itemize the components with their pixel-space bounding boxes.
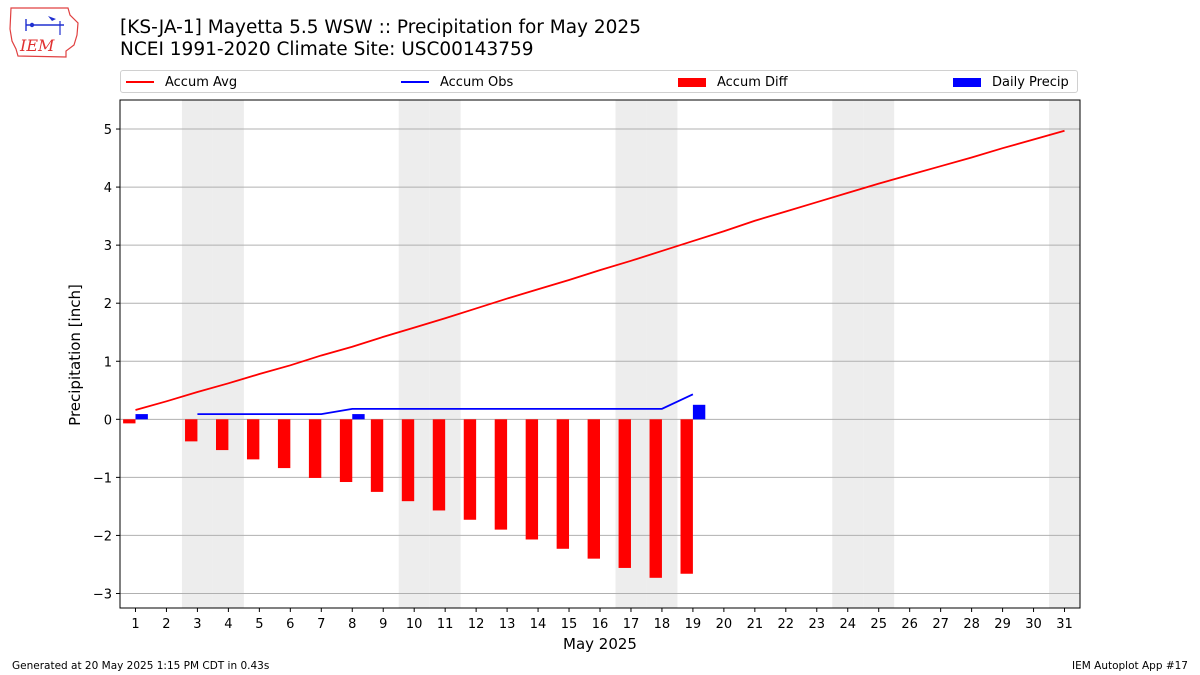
- x-tick-label: 3: [193, 617, 201, 632]
- legend-swatch-accum-diff: [678, 77, 706, 87]
- x-tick-label: 29: [994, 617, 1011, 632]
- legend-swatch-accum-avg: [126, 81, 154, 83]
- weekend-shading: [181, 100, 1080, 608]
- x-tick-label: 31: [1056, 617, 1073, 632]
- accum-diff-bar: [246, 419, 260, 460]
- accum-diff-bar: [123, 419, 136, 424]
- y-tick-label: 4: [104, 181, 112, 196]
- accum-diff-bar: [216, 419, 229, 451]
- bar-marks: [123, 404, 706, 578]
- weekend-band: [863, 100, 895, 608]
- x-tick-label: 6: [286, 617, 294, 632]
- y-tick-label: −2: [93, 529, 112, 544]
- legend-label-accum-avg: Accum Avg: [165, 74, 238, 90]
- x-tick-label: 8: [348, 617, 356, 632]
- x-axis-label: May 2025: [563, 635, 637, 653]
- x-tick-label: 28: [963, 617, 980, 632]
- x-tick-label: 14: [530, 617, 547, 632]
- accum-diff-bar: [463, 419, 477, 520]
- y-tick-label: −3: [93, 587, 112, 602]
- x-tick-label: 13: [499, 617, 516, 632]
- accum-obs-line: [197, 393, 694, 415]
- legend-item-accum-obs: Accum Obs: [401, 74, 513, 90]
- x-tick-label: 24: [839, 617, 856, 632]
- x-tick-label: 25: [870, 617, 887, 632]
- x-tick-label: 12: [468, 617, 485, 632]
- accum-diff-bar: [370, 419, 384, 492]
- chart-title: [KS-JA-1] Mayetta 5.5 WSW :: Precipitati…: [120, 17, 641, 38]
- chart-subtitle: NCEI 1991-2020 Climate Site: USC00143759: [120, 39, 534, 60]
- accum-diff-bar: [432, 419, 446, 511]
- x-tick-label: 30: [1025, 617, 1042, 632]
- x-tick-label: 2: [162, 617, 170, 632]
- footer-generated-text: Generated at 20 May 2025 1:15 PM CDT in …: [12, 660, 270, 672]
- legend-item-daily-precip: Daily Precip: [953, 74, 1069, 90]
- weekend-band: [212, 100, 244, 608]
- legend-swatch-daily-precip: [953, 77, 981, 87]
- tick-marks: 1 2 3 4 5 6 7 8 9 10 11 12 13 14 15 16 17 18 19 20 21 22 23 24 2…: [93, 123, 1073, 632]
- x-tick-label: 10: [406, 617, 423, 632]
- daily-precip-bar: [135, 414, 148, 420]
- y-tick-label: 0: [104, 413, 112, 428]
- x-tick-label: 19: [685, 617, 702, 632]
- accum-diff-bar: [339, 419, 353, 483]
- x-tick-label: 16: [592, 617, 609, 632]
- x-tick-label: 4: [224, 617, 232, 632]
- legend-item-accum-avg: Accum Avg: [126, 74, 237, 90]
- weekend-band: [832, 100, 864, 608]
- accum-diff-bar: [556, 419, 570, 549]
- accum-diff-bar: [680, 419, 693, 574]
- accum-diff-bar: [308, 419, 322, 478]
- accum-diff-bar: [277, 419, 291, 469]
- legend-label-accum-diff: Accum Diff: [717, 74, 788, 90]
- x-tick-label: 22: [778, 617, 795, 632]
- x-tick-label: 17: [623, 617, 640, 632]
- accum-diff-bar: [185, 419, 198, 442]
- weekend-band: [1049, 100, 1080, 608]
- weekend-band: [398, 100, 430, 608]
- x-tick-label: 5: [255, 617, 263, 632]
- y-tick-label: 3: [104, 239, 112, 254]
- x-tick-label: 15: [561, 617, 578, 632]
- legend-label-accum-obs: Accum Obs: [440, 74, 514, 90]
- accum-diff-bar: [649, 419, 662, 578]
- accum-diff-bar: [587, 419, 600, 559]
- weekend-band: [181, 100, 213, 608]
- footer-app-label: IEM Autoplot App #17: [1072, 660, 1188, 672]
- x-tick-label: 20: [716, 617, 733, 632]
- x-tick-label: 18: [654, 617, 671, 632]
- x-tick-label: 9: [379, 617, 387, 632]
- x-tick-label: 23: [809, 617, 826, 632]
- x-tick-label: 21: [747, 617, 764, 632]
- line-marks: [135, 129, 1065, 415]
- y-tick-label: −1: [93, 471, 112, 486]
- legend-label-daily-precip: Daily Precip: [992, 74, 1069, 90]
- legend-item-accum-diff: Accum Diff: [678, 74, 788, 90]
- accum-diff-bar: [401, 419, 415, 502]
- logo-text: IEM: [19, 36, 55, 55]
- x-tick-label: 27: [932, 617, 949, 632]
- iem-logo: IEM: [9, 7, 79, 58]
- daily-precip-bar: [692, 404, 706, 420]
- accum-diff-bar: [525, 419, 539, 540]
- x-tick-label: 7: [317, 617, 325, 632]
- chart-legend: Accum Avg Accum Obs Accum Diff Daily Pre…: [120, 70, 1078, 93]
- accum-avg-line: [135, 129, 1065, 411]
- y-tick-label: 5: [104, 123, 112, 138]
- weekend-band: [429, 100, 461, 608]
- legend-swatch-accum-obs: [401, 81, 429, 83]
- x-tick-label: 1: [131, 617, 139, 632]
- accum-diff-bar: [618, 419, 631, 568]
- y-tick-label: 2: [104, 297, 112, 312]
- daily-precip-bar: [352, 414, 365, 420]
- x-tick-label: 26: [901, 617, 918, 632]
- accum-diff-bar: [494, 419, 508, 530]
- y-axis-label: Precipitation [inch]: [66, 284, 84, 426]
- x-tick-label: 11: [437, 617, 454, 632]
- y-tick-label: 1: [104, 355, 112, 370]
